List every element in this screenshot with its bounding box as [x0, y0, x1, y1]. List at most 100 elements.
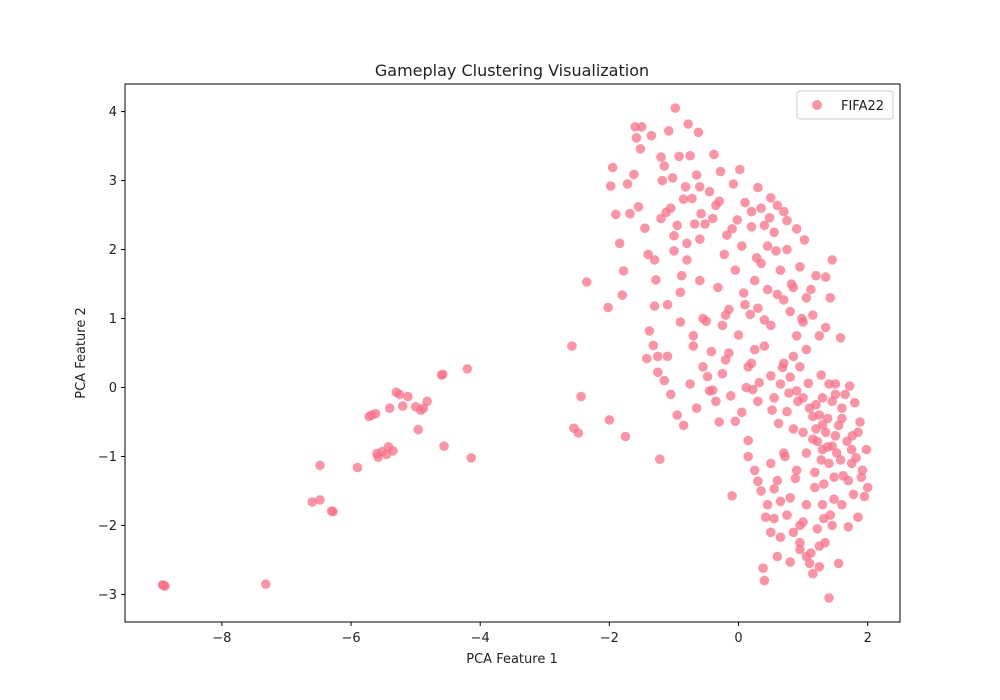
data-point — [635, 144, 646, 154]
data-point — [315, 495, 325, 505]
data-point — [667, 173, 678, 183]
data-point — [806, 284, 816, 295]
data-point — [732, 215, 743, 225]
data-point — [801, 551, 812, 562]
data-point — [730, 265, 741, 276]
y-axis-label: PCA Feature 2 — [74, 307, 89, 398]
data-point — [582, 277, 592, 287]
data-point — [737, 241, 747, 251]
data-point — [397, 401, 408, 411]
data-point — [762, 241, 773, 251]
data-point — [856, 472, 867, 483]
data-point — [766, 371, 776, 381]
data-point — [779, 295, 789, 305]
data-point — [657, 175, 668, 186]
data-point — [695, 234, 705, 244]
data-point — [814, 410, 825, 420]
data-point — [766, 193, 776, 203]
data-point — [659, 161, 670, 171]
data-point — [795, 262, 805, 272]
data-point — [844, 381, 855, 391]
data-point — [837, 499, 847, 510]
data-point — [655, 454, 665, 465]
data-point — [631, 133, 642, 143]
data-point — [727, 491, 737, 501]
data-point — [157, 580, 168, 590]
data-point — [714, 417, 724, 427]
data-point — [605, 181, 616, 191]
data-point — [788, 527, 799, 538]
data-point — [779, 206, 789, 217]
data-point — [840, 389, 850, 400]
data-point — [779, 448, 789, 458]
data-point — [759, 575, 770, 586]
data-point — [722, 230, 732, 240]
data-point — [711, 396, 721, 407]
data-point — [689, 219, 700, 229]
data-point — [824, 379, 834, 389]
data-point — [385, 403, 395, 414]
data-point — [853, 427, 863, 438]
data-point — [769, 393, 779, 403]
data-point — [696, 208, 706, 219]
data-point — [682, 238, 692, 249]
data-point — [762, 499, 773, 510]
data-point — [665, 389, 676, 400]
data-point — [784, 388, 794, 398]
data-point — [728, 179, 739, 189]
data-point — [656, 152, 666, 162]
data-point — [779, 358, 789, 369]
y-tick-label: −2 — [98, 519, 117, 534]
y-axis: −3 −2 −1 0 1 2 3 4 — [98, 105, 125, 603]
data-point — [785, 557, 795, 567]
data-point — [691, 170, 702, 180]
data-point — [662, 351, 673, 362]
data-point — [833, 558, 844, 569]
data-point — [795, 544, 805, 555]
data-point — [833, 420, 844, 431]
data-point — [261, 579, 271, 589]
data-point — [811, 424, 821, 434]
data-point — [617, 290, 628, 300]
data-point — [756, 258, 766, 269]
data-point — [620, 431, 631, 442]
data-point — [413, 424, 424, 435]
data-point — [422, 396, 433, 407]
x-tick-label: 2 — [864, 631, 872, 646]
data-point — [740, 299, 750, 310]
data-point — [720, 310, 731, 320]
data-point — [820, 537, 830, 548]
data-point — [315, 460, 325, 471]
data-point — [811, 399, 821, 410]
legend-marker — [812, 100, 822, 110]
data-point — [753, 303, 763, 314]
data-point — [771, 246, 781, 256]
data-point — [817, 444, 828, 455]
data-point — [665, 203, 676, 213]
y-tick-label: 2 — [109, 243, 117, 258]
data-point — [814, 562, 825, 572]
data-point — [782, 215, 792, 226]
data-point — [766, 458, 776, 469]
x-tick-label: −4 — [471, 631, 490, 646]
data-point — [603, 302, 613, 313]
data-point — [651, 275, 661, 285]
data-point — [862, 482, 873, 493]
data-point — [788, 351, 799, 362]
data-point — [653, 351, 663, 362]
data-point — [746, 222, 757, 232]
data-point — [791, 224, 802, 234]
data-point — [674, 151, 684, 162]
data-point — [709, 149, 719, 160]
data-point — [855, 417, 865, 427]
data-point — [683, 119, 693, 129]
data-point — [769, 227, 779, 238]
data-point — [726, 391, 736, 401]
data-point — [835, 455, 846, 465]
data-point — [656, 213, 666, 224]
data-point — [819, 479, 829, 489]
data-point — [753, 476, 763, 487]
data-point — [811, 270, 821, 281]
data-point — [772, 551, 783, 562]
data-point — [687, 193, 697, 204]
